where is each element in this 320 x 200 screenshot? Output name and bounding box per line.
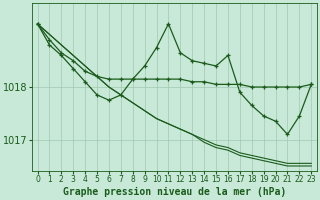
X-axis label: Graphe pression niveau de la mer (hPa): Graphe pression niveau de la mer (hPa) (63, 187, 286, 197)
